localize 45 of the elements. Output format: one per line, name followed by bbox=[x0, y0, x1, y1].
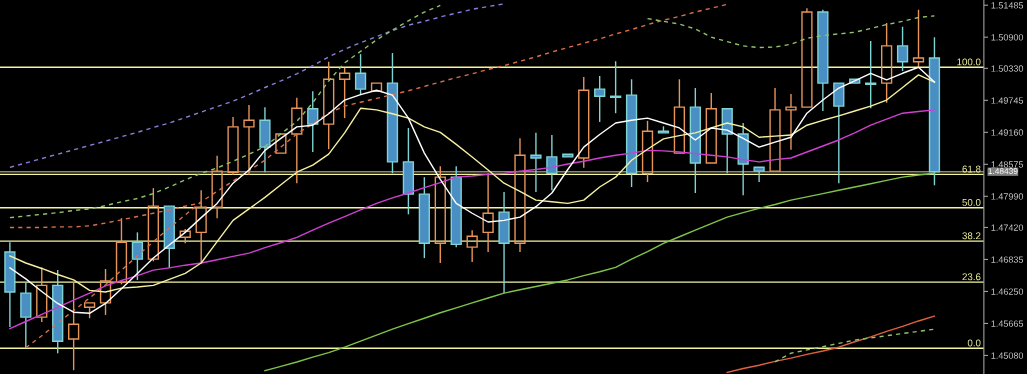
y-tick-label: 1.49745 bbox=[991, 97, 1024, 104]
annotation: 0.0 bbox=[967, 339, 981, 347]
candlestick bbox=[482, 172, 494, 253]
candlestick bbox=[865, 40, 877, 109]
candlestick bbox=[259, 106, 271, 173]
y-tick-label: 1.46835 bbox=[991, 256, 1024, 263]
y-tick-label: 1.50330 bbox=[991, 65, 1024, 72]
y-tick-label: 1.46250 bbox=[991, 288, 1024, 295]
line-series bbox=[264, 172, 936, 372]
line-series bbox=[9, 109, 936, 330]
y-tick-label: 1.47420 bbox=[991, 224, 1024, 231]
annotation: 50.0 bbox=[962, 198, 981, 206]
y-tick-label: 1.47990 bbox=[991, 193, 1024, 200]
candlestick bbox=[243, 104, 255, 176]
y-tick-label: 1.51485 bbox=[991, 2, 1024, 9]
candlestick bbox=[689, 87, 701, 194]
candlestick bbox=[20, 281, 32, 349]
candlestick bbox=[227, 116, 239, 176]
candlestick bbox=[498, 191, 510, 294]
y-tick-label: 1.50900 bbox=[991, 34, 1024, 41]
ref-line-label: 1.48439 bbox=[988, 168, 1018, 174]
y-tick-label: 1.48575 bbox=[991, 161, 1024, 168]
candlestick bbox=[530, 132, 542, 193]
candlestick bbox=[546, 134, 558, 191]
candlestick bbox=[737, 122, 749, 196]
y-tick-label: 1.45080 bbox=[991, 352, 1024, 359]
annotation: 38.2 bbox=[962, 232, 981, 240]
candlestick bbox=[514, 137, 526, 253]
y-tick-label: 1.49160 bbox=[991, 129, 1024, 136]
annotation: 100.0 bbox=[957, 58, 981, 66]
annotation: 61.8 bbox=[962, 165, 981, 173]
candlestick bbox=[785, 93, 797, 151]
y-tick-label: 1.45665 bbox=[991, 320, 1024, 327]
candlestick bbox=[68, 281, 80, 371]
candlestick bbox=[4, 241, 16, 328]
candlestick bbox=[211, 155, 223, 219]
candlestick bbox=[880, 22, 893, 104]
line-series bbox=[774, 328, 936, 363]
candlestick bbox=[466, 229, 478, 263]
candlestick bbox=[291, 97, 303, 184]
candlestick bbox=[402, 127, 415, 216]
annotation: 23.6 bbox=[962, 273, 981, 281]
line-series bbox=[9, 3, 505, 169]
line-series bbox=[726, 315, 936, 374]
candlestick bbox=[195, 189, 207, 264]
